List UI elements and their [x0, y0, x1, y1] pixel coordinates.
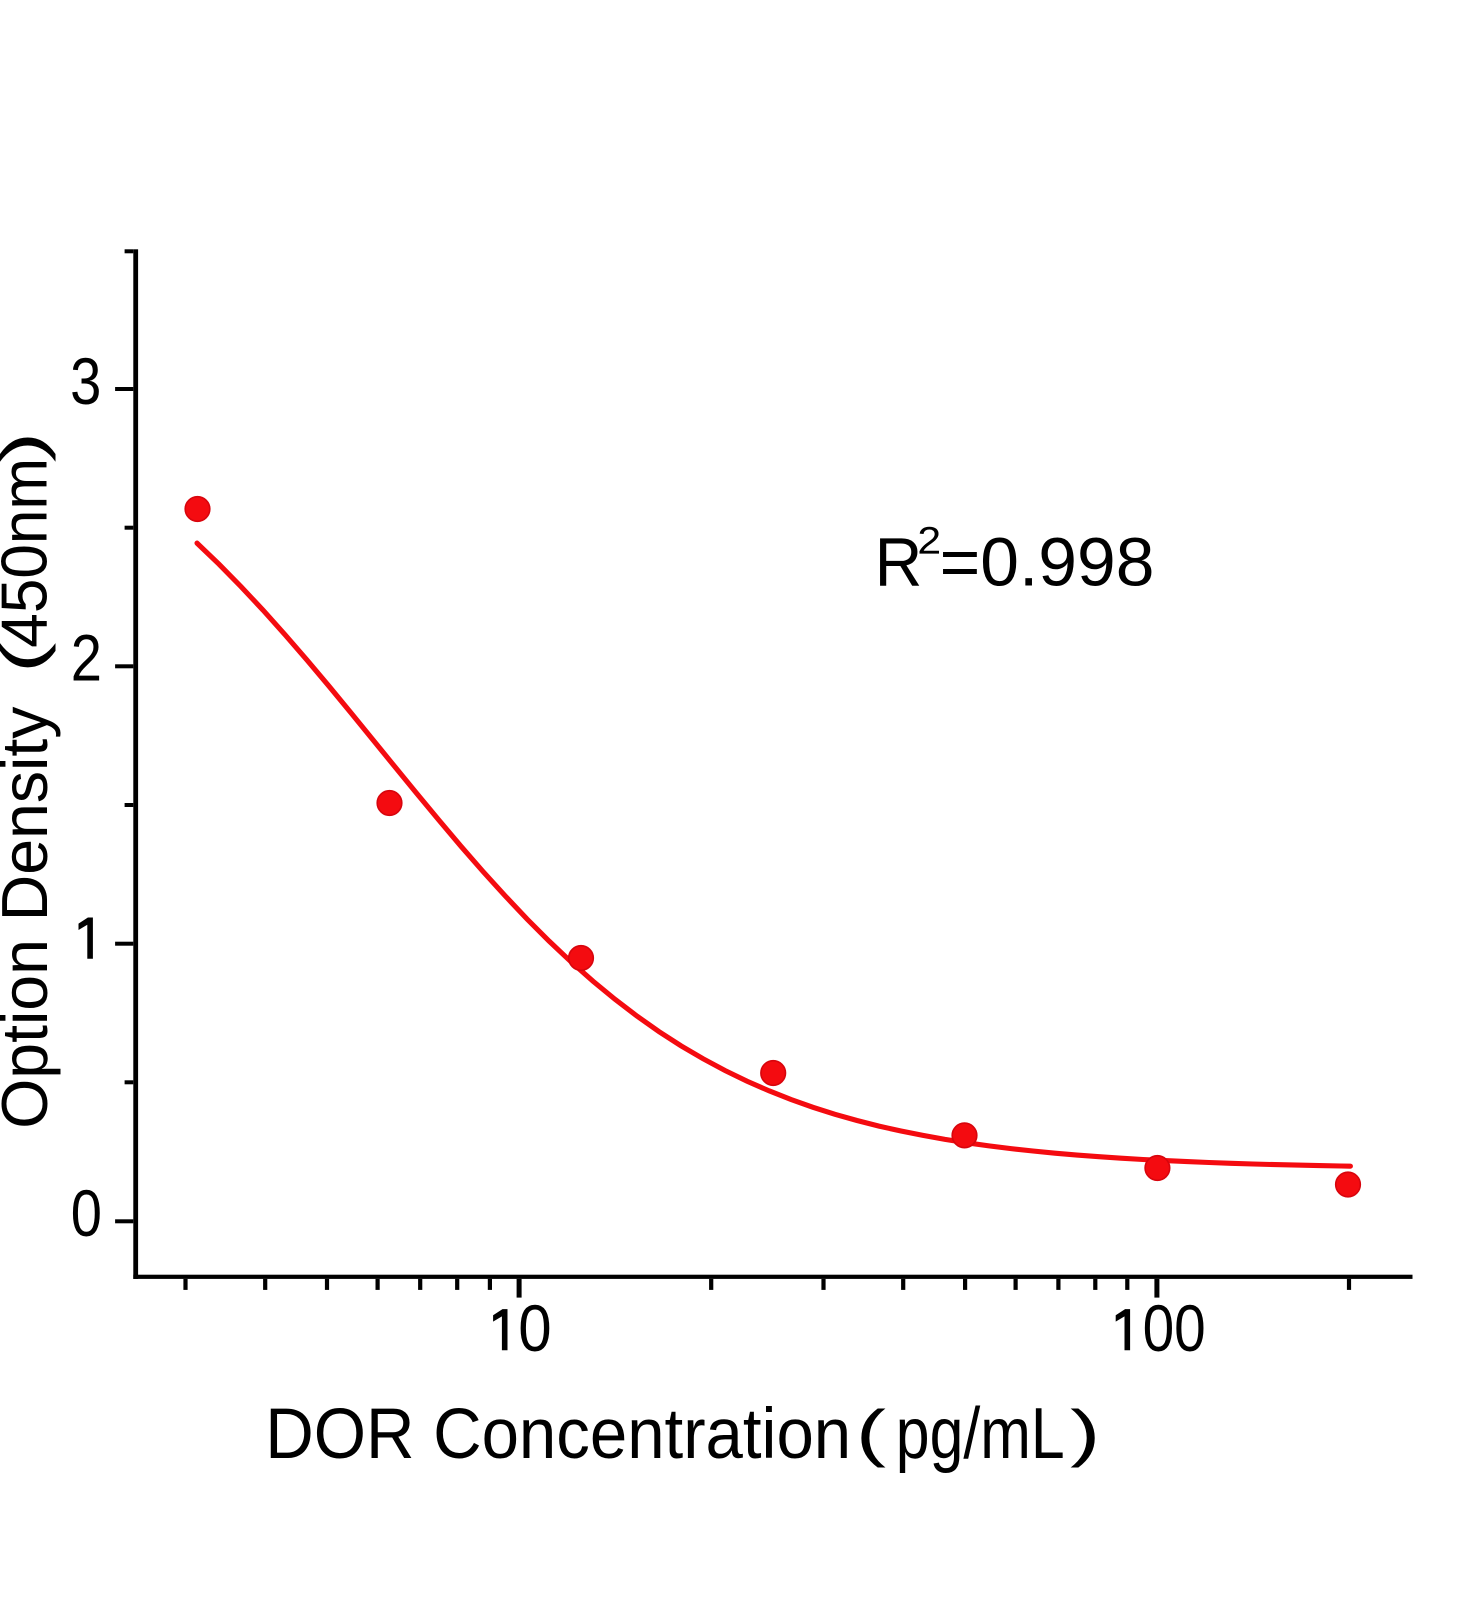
- svg-text:3: 3: [70, 345, 101, 418]
- svg-text:(: (: [0, 642, 56, 673]
- svg-text:2: 2: [71, 621, 102, 694]
- svg-text:0: 0: [518, 1292, 551, 1365]
- svg-text:450nm: 450nm: [0, 458, 61, 648]
- svg-text:=0.998: =0.998: [940, 523, 1155, 601]
- svg-text:DOR Concentration: DOR Concentration: [265, 1393, 851, 1474]
- svg-text:0: 0: [71, 1177, 102, 1250]
- svg-text:): ): [0, 432, 56, 462]
- svg-text:(: (: [856, 1397, 886, 1468]
- svg-text:00: 00: [1143, 1292, 1206, 1366]
- svg-text:Option Density: Option Density: [0, 706, 61, 1129]
- svg-text:): ): [1070, 1397, 1100, 1468]
- svg-text:pg/mL: pg/mL: [896, 1394, 1065, 1474]
- svg-text:R: R: [875, 524, 923, 601]
